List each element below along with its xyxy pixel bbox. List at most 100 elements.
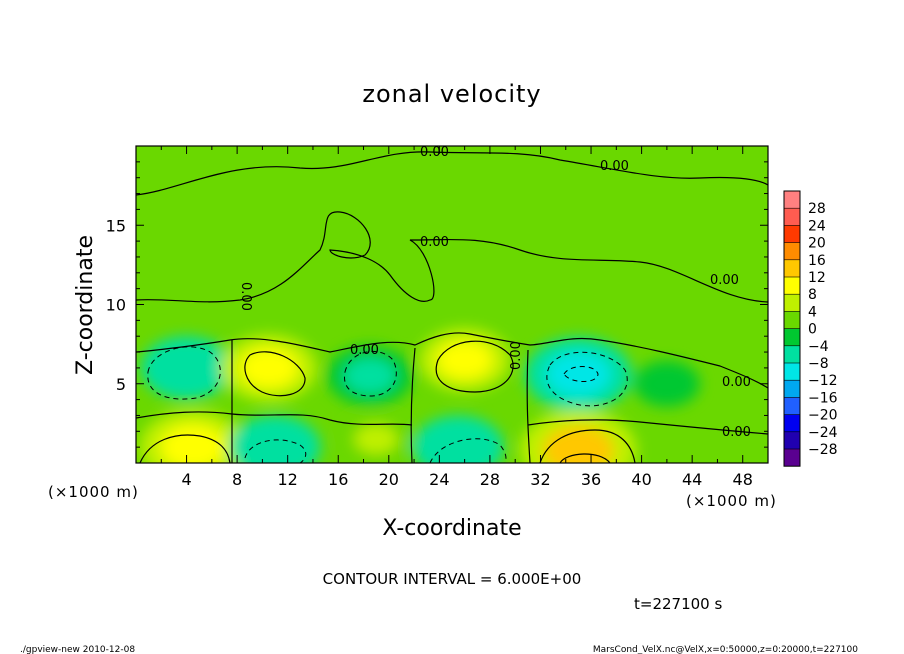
- contour-line: [139, 434, 231, 463]
- contour-line: [136, 211, 768, 303]
- colorbar-label: 16: [808, 253, 826, 269]
- colorbar-swatch: [784, 449, 800, 467]
- colorbar-label: 0: [808, 322, 817, 338]
- colorbar-label: −12: [808, 373, 838, 389]
- colorbar-swatch: [784, 328, 800, 346]
- y-tick-label: 15: [106, 216, 126, 235]
- field-cell-core: [158, 348, 215, 387]
- footer-right-label: MarsCond_VelX.nc@VelX,x=0:50000,z=0:2000…: [593, 645, 858, 654]
- contour-line: [147, 346, 221, 400]
- colorbar-swatch: [784, 294, 800, 312]
- y-axis-label: Z-coordinate: [73, 235, 98, 375]
- contour-label: 0.00: [722, 425, 751, 440]
- contour-label: 0.00: [722, 375, 751, 390]
- contour-line: [343, 351, 397, 397]
- colorbar-swatch: [784, 311, 800, 329]
- x-tick-label: 20: [379, 470, 399, 489]
- x-tick-label: 4: [181, 470, 191, 489]
- colorbar-label: −24: [808, 425, 838, 441]
- time-label: t=227100 s: [634, 595, 722, 613]
- x-axis-unit: (×1000 m): [686, 492, 777, 510]
- colorbar-label: 24: [808, 218, 826, 234]
- contour-label: 0.00: [509, 341, 524, 370]
- colorbar-label: 20: [808, 236, 826, 252]
- colorbar-swatch: [784, 380, 800, 398]
- contour-label: 0.00: [420, 235, 449, 250]
- colorbar-label: −4: [808, 339, 829, 355]
- field-cell-core: [546, 352, 611, 397]
- x-tick-label: 40: [631, 470, 651, 489]
- contour-line: [435, 340, 514, 393]
- contour-line: [539, 429, 636, 463]
- x-tick-label: 16: [328, 470, 348, 489]
- x-tick-label: 8: [232, 470, 242, 489]
- colorbar-label: 4: [808, 304, 817, 320]
- contour-line: [136, 151, 768, 196]
- colorbar-label: −16: [808, 390, 838, 406]
- colorbar-label: 8: [808, 287, 817, 303]
- x-tick-label: 32: [530, 470, 550, 489]
- colorbar-label: −28: [808, 442, 838, 458]
- field-cell-core: [247, 428, 303, 463]
- contour-line: [429, 438, 507, 463]
- y-axis-unit: (×1000 m): [48, 483, 139, 501]
- x-axis: 4 8 12 16 20 24 28 32 36 40 44 48: [135, 146, 769, 489]
- contour-lines: [136, 151, 768, 463]
- field-cell-core: [239, 347, 298, 388]
- contour-label: 0.00: [710, 273, 739, 288]
- x-tick-label: 24: [429, 470, 449, 489]
- colorbar-swatch: [784, 225, 800, 243]
- contour-label: 0.00: [600, 159, 629, 174]
- contour-line: [559, 453, 611, 463]
- colorbar-swatch: [784, 208, 800, 226]
- plot-area: 0.00 0.00 0.00 0.00 0.00 0.00 0.00 0.00 0.00: [136, 145, 768, 463]
- colored-cells: [139, 328, 700, 463]
- field-cell-core: [430, 428, 487, 463]
- colorbar-label: 12: [808, 270, 826, 286]
- y-tick-label: 5: [116, 375, 126, 394]
- contour-labels: 0.00 0.00 0.00 0.00 0.00 0.00 0.00 0.00 0.00: [238, 145, 751, 440]
- colorbar-swatch: [784, 397, 800, 415]
- colorbar-label: −8: [808, 356, 829, 372]
- x-tick-label: 48: [733, 470, 753, 489]
- y-axis: 5 10 15: [106, 145, 768, 464]
- contour-label: 0.00: [350, 343, 379, 358]
- x-tick-label: 12: [278, 470, 298, 489]
- field-cell-core: [436, 340, 493, 379]
- field-cell-core: [354, 424, 398, 455]
- contour-line: [136, 411, 413, 426]
- contour-line: [546, 351, 628, 407]
- colorbar-label: 28: [808, 201, 826, 217]
- field-cell-core: [343, 357, 397, 394]
- x-tick-label: 28: [480, 470, 500, 489]
- field-cell-core: [542, 426, 614, 463]
- field-cell-core: [646, 370, 687, 398]
- contour-label: 0.00: [420, 145, 449, 160]
- negative-contours: [147, 346, 628, 463]
- colorbar-swatch: [784, 345, 800, 363]
- contour-label: 0.00: [238, 282, 253, 311]
- contour-line: [136, 332, 768, 389]
- contour-line: [527, 419, 768, 435]
- colorbar-swatch: [784, 414, 800, 432]
- contour-line: [410, 347, 416, 463]
- plot-background: [136, 146, 768, 463]
- colorbar-swatch: [784, 259, 800, 277]
- y-tick-label: 10: [106, 296, 126, 315]
- x-tick-label: 36: [581, 470, 601, 489]
- contour-interval-label: CONTOUR INTERVAL = 6.000E+00: [323, 570, 582, 588]
- colorbar-swatch: [784, 191, 800, 209]
- x-axis-label: X-coordinate: [382, 516, 521, 541]
- contour-line: [526, 349, 531, 463]
- field-cell-core: [160, 424, 226, 463]
- colorbar-label: −20: [808, 408, 838, 424]
- colorbar-swatch: [784, 431, 800, 449]
- colorbar-swatch: [784, 363, 800, 381]
- chart-title: zonal velocity: [362, 80, 541, 108]
- colorbar-swatch: [784, 242, 800, 260]
- footer-left-label: ./gpview-new 2010-12-08: [20, 645, 135, 654]
- x-tick-label: 44: [682, 470, 702, 489]
- contour-line: [244, 351, 306, 397]
